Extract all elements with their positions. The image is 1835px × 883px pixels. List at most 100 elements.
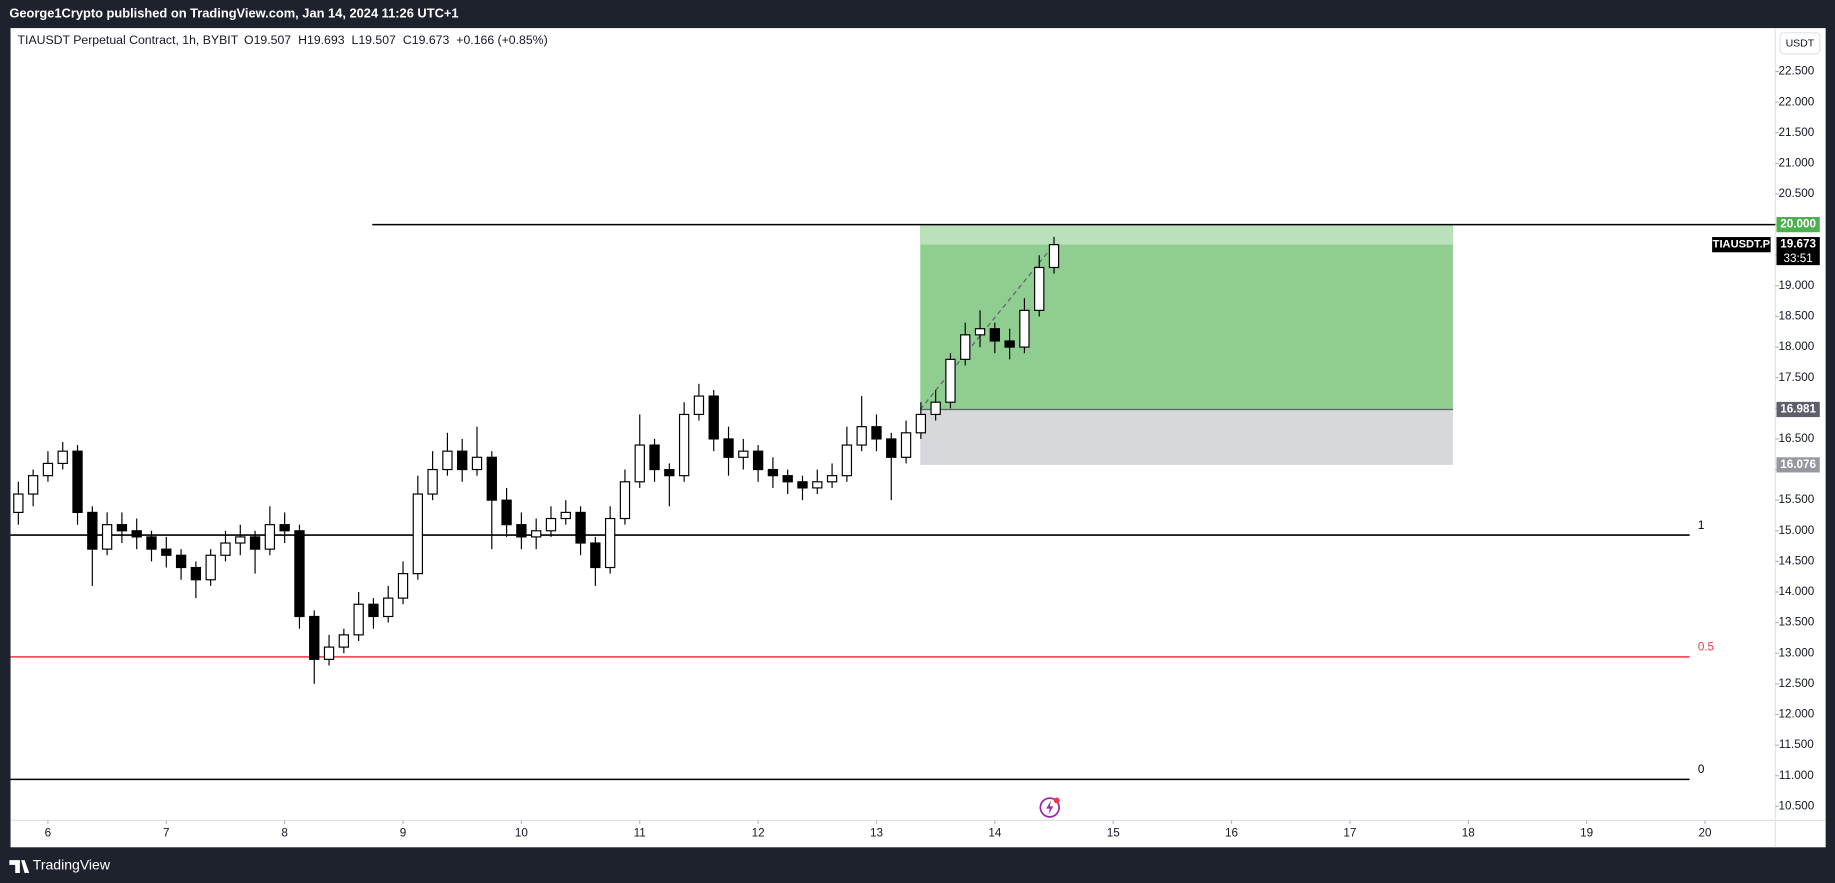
candle-body [856,426,867,446]
x-tick-label: 15 [1107,826,1121,839]
candle-body [960,334,971,360]
y-tick-label: 12.500 [1779,677,1815,690]
candle-body [560,511,571,520]
y-tick-label: 21.000 [1779,157,1815,170]
candle-body [116,524,128,532]
legend-high: H19.693 [298,33,345,47]
candle-body [886,438,897,458]
candle-body [619,481,631,520]
currency[interactable]: USDT [1786,38,1815,50]
y-tick-label: 22.000 [1779,95,1815,108]
candle-body [457,450,468,471]
y-tick-label: 13.500 [1779,616,1815,629]
candle-body [752,450,764,471]
y-tick-label: 13.000 [1779,646,1815,659]
currency-box[interactable] [1779,32,1821,55]
y-tick-label: 19.000 [1779,279,1815,292]
candle-body [516,524,527,538]
alert-dot[interactable] [1053,797,1060,804]
legend-low: L19.507 [352,33,397,47]
y-tick-label: 18.000 [1779,340,1815,353]
price-tag [1776,401,1820,418]
brand-logo[interactable] [9,860,30,874]
logo-mark[interactable] [9,860,30,874]
candle-body [915,413,927,434]
x-tick-label: 7 [163,826,170,839]
candle-body [1048,244,1060,269]
price-tag [1776,217,1820,233]
candle-body [1019,309,1030,348]
y-tick-label: 20.500 [1779,187,1815,200]
price-tag-label: 16.076 [1780,458,1816,471]
price-tag-label: 16.981 [1780,403,1816,416]
candle-body [545,517,557,532]
publisher: George1Crypto published on TradingView.c… [9,5,458,20]
y-tick-label: 11.000 [1779,769,1814,782]
candle-body [590,542,601,569]
candle-body [383,597,394,618]
x-tick-label: 17 [1343,826,1356,839]
y-tick-label: 22.500 [1779,65,1815,78]
candle-body [427,468,438,495]
x-tick-label: 8 [281,826,288,839]
candle-body [974,328,986,336]
candle-body [13,493,24,513]
fib-label: 1 [1698,519,1705,532]
candle-body [249,536,261,550]
y-tick-label: 14.500 [1779,554,1815,567]
legend-change: +0.166 (+0.85%) [456,33,547,47]
candle-body [1004,340,1015,348]
x-tick-label: 11 [634,826,646,839]
y-tick-label: 18.500 [1779,310,1815,323]
alert-bolt[interactable] [1046,800,1054,815]
candle-body [190,566,202,581]
y-tick-label: 15.000 [1779,524,1815,537]
fib-label: 0 [1698,763,1705,776]
candle-body [486,456,497,501]
candle-body [693,395,705,416]
candle-body [161,548,172,556]
candle-body [101,524,113,550]
countdown-label: 33:51 [1784,252,1813,265]
candle-body [782,475,793,483]
candle-body [338,634,350,648]
candle-body [72,450,83,513]
x-tick-label: 12 [752,826,765,839]
y-tick-label: 12.000 [1779,708,1815,721]
candle-body [738,450,749,458]
candle-body [87,511,98,550]
candle-body [235,536,246,544]
candle-body [826,475,838,483]
chart-title: TIAUSDT Perpetual Contract, 1h, BYBIT [18,33,239,47]
candle-body [57,450,68,465]
x-tick-label: 14 [988,826,1002,839]
y-tick-label: 11.500 [1779,738,1814,751]
candle-body [27,475,39,495]
legend-open: O19.507 [244,33,291,47]
candle-body [309,615,320,660]
candle-body [353,603,364,636]
y-tick-label: 17.500 [1779,371,1815,384]
candle-body [175,554,187,569]
x-tick-label: 9 [400,826,407,839]
candle-body [368,603,379,618]
take-profit-zone [920,224,1453,410]
candle-body [264,524,276,550]
candle-body [989,328,1001,342]
candle-body [900,432,912,458]
chart-area [10,28,1826,848]
plot: 10.50 [10,223,1776,781]
candle-body [1034,266,1045,311]
candle-body [945,358,956,403]
candle-body [220,542,231,556]
candle-body [412,493,423,575]
candle-body [442,450,453,471]
brand[interactable]: TradingView [33,857,111,873]
candle-body [294,530,305,618]
stop-loss-zone [920,409,1453,465]
price-tag-label: 20.000 [1780,218,1816,231]
legend-close: C19.673 [403,33,450,47]
candle-body [471,456,483,471]
alert-icon[interactable] [1039,797,1060,818]
x-tick-label: 16 [1225,826,1238,839]
